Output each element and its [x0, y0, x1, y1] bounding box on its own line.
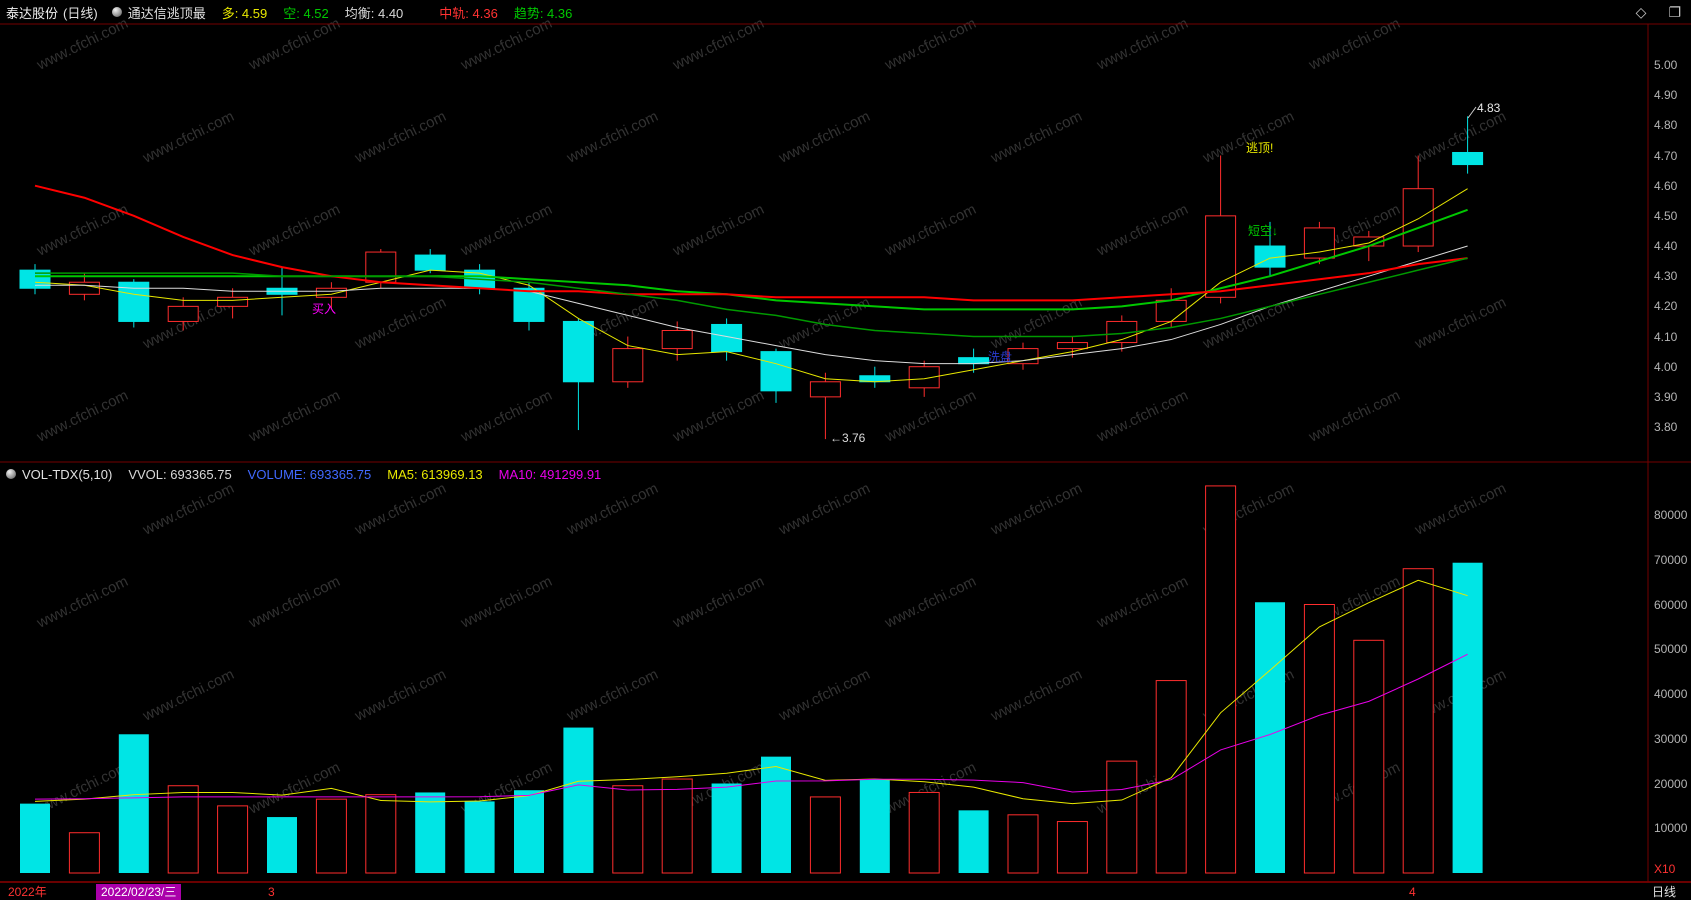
svg-text:www.cfchi.com: www.cfchi.com [987, 666, 1085, 725]
window-controls: ◇ ❐ [1636, 0, 1681, 24]
svg-text:www.cfchi.com: www.cfchi.com [1093, 573, 1191, 632]
svg-text:www.cfchi.com: www.cfchi.com [245, 573, 343, 632]
svg-text:www.cfchi.com: www.cfchi.com [881, 201, 979, 260]
svg-text:www.cfchi.com: www.cfchi.com [1411, 294, 1509, 353]
svg-text:www.cfchi.com: www.cfchi.com [139, 108, 237, 167]
title-bar: 泰达股份 (日线) 通达信逃顶最 多: 4.59 空: 4.52 均衡: 4.40 中… [0, 0, 1691, 24]
svg-text:www.cfchi.com: www.cfchi.com [351, 480, 449, 539]
date-indicator[interactable]: 2022/02/23/三 [96, 884, 182, 900]
svg-text:www.cfchi.com: www.cfchi.com [881, 573, 979, 632]
volume-ma-line [34, 653, 1468, 800]
svg-text:www.cfchi.com: www.cfchi.com [669, 387, 767, 446]
period-indicator[interactable]: 日线 [1652, 885, 1677, 899]
svg-text:www.cfchi.com: www.cfchi.com [1199, 108, 1297, 167]
indicator-icon [111, 7, 122, 17]
volume-indicator-value: MA5: 613969.13 [387, 466, 483, 482]
indicator-values: 多: 4.59 空: 4.52 均衡: 4.40 中轨: 4.36 趋势: 4.36 [206, 3, 573, 22]
svg-text:www.cfchi.com: www.cfchi.com [563, 666, 661, 725]
price-ma-line [35, 257, 1468, 338]
volume-indicator-icon [6, 469, 16, 479]
watermark-layer: www.cfchi.com www.cfchi.com www.cfchi.com w… [33, 15, 1509, 818]
svg-text:www.cfchi.com: www.cfchi.com [987, 480, 1085, 539]
svg-text:www.cfchi.com: www.cfchi.com [351, 108, 449, 167]
volume-indicator-name[interactable]: VOL-TDX(5,10) [22, 466, 113, 482]
volume-indicator-value: VOLUME: 693365.75 [247, 466, 372, 482]
volume-indicator-value: MA10: 491299.91 [498, 466, 602, 482]
price-ma-line [35, 245, 1468, 365]
svg-text:www.cfchi.com: www.cfchi.com [139, 666, 237, 725]
svg-text:www.cfchi.com: www.cfchi.com [139, 480, 237, 539]
svg-text:www.cfchi.com: www.cfchi.com [563, 480, 661, 539]
svg-text:www.cfchi.com: www.cfchi.com [563, 108, 661, 167]
volume-indicator-values: VVOL: 693365.75 VOLUME: 693365.75 MA5: 613… [112, 467, 601, 482]
month-marker: 3 [268, 885, 275, 899]
diamond-icon[interactable]: ◇ [1635, 3, 1647, 20]
indicator-value: 中轨: 4.36 [439, 5, 498, 21]
volume-pane-header: VOL-TDX(5,10) VVOL: 693365.75 VOLUME: 693… [0, 464, 601, 484]
period-label: (日线) [63, 5, 98, 21]
volume-ma-line [34, 579, 1468, 805]
indicator-value: 均衡: 4.40 [344, 5, 404, 21]
svg-text:www.cfchi.com: www.cfchi.com [1093, 387, 1191, 446]
svg-text:www.cfchi.com: www.cfchi.com [775, 480, 873, 539]
svg-text:www.cfchi.com: www.cfchi.com [1305, 387, 1403, 446]
window-restore-icon[interactable]: ❐ [1668, 3, 1681, 20]
svg-text:www.cfchi.com: www.cfchi.com [33, 387, 131, 446]
svg-text:www.cfchi.com: www.cfchi.com [245, 387, 343, 446]
svg-text:www.cfchi.com: www.cfchi.com [33, 573, 131, 632]
price-ma-line [34, 188, 1468, 383]
svg-text:www.cfchi.com: www.cfchi.com [457, 201, 555, 260]
price-callout-line [1467, 106, 1477, 119]
svg-text:www.cfchi.com: www.cfchi.com [1411, 480, 1509, 539]
svg-text:www.cfchi.com: www.cfchi.com [457, 387, 555, 446]
svg-text:www.cfchi.com: www.cfchi.com [351, 666, 449, 725]
svg-text:www.cfchi.com: www.cfchi.com [245, 201, 343, 260]
indicator-value: 空: 4.52 [283, 5, 329, 21]
svg-text:www.cfchi.com: www.cfchi.com [1093, 201, 1191, 260]
svg-text:www.cfchi.com: www.cfchi.com [775, 666, 873, 725]
svg-text:www.cfchi.com: www.cfchi.com [669, 573, 767, 632]
svg-text:www.cfchi.com: www.cfchi.com [351, 294, 449, 353]
stock-name: 泰达股份 [6, 5, 59, 21]
indicator-name[interactable]: 通达信逃顶最 [127, 5, 206, 21]
svg-text:www.cfchi.com: www.cfchi.com [881, 387, 979, 446]
svg-text:www.cfchi.com: www.cfchi.com [669, 201, 767, 260]
status-bar: 2022年 2022/02/23/三 3 4 日线 [0, 884, 1691, 900]
month-marker: 4 [1409, 885, 1416, 899]
svg-text:www.cfchi.com: www.cfchi.com [775, 108, 873, 167]
year-label: 2022年 [8, 885, 47, 899]
svg-text:www.cfchi.com: www.cfchi.com [987, 108, 1085, 167]
volume-indicator-value: VVOL: 693365.75 [128, 466, 232, 482]
indicator-value: 多: 4.59 [221, 5, 268, 21]
volume-bars [20, 485, 1483, 874]
price-ma-line [34, 184, 1468, 302]
indicator-value: 趋势: 4.36 [513, 5, 573, 21]
svg-text:www.cfchi.com: www.cfchi.com [457, 573, 555, 632]
